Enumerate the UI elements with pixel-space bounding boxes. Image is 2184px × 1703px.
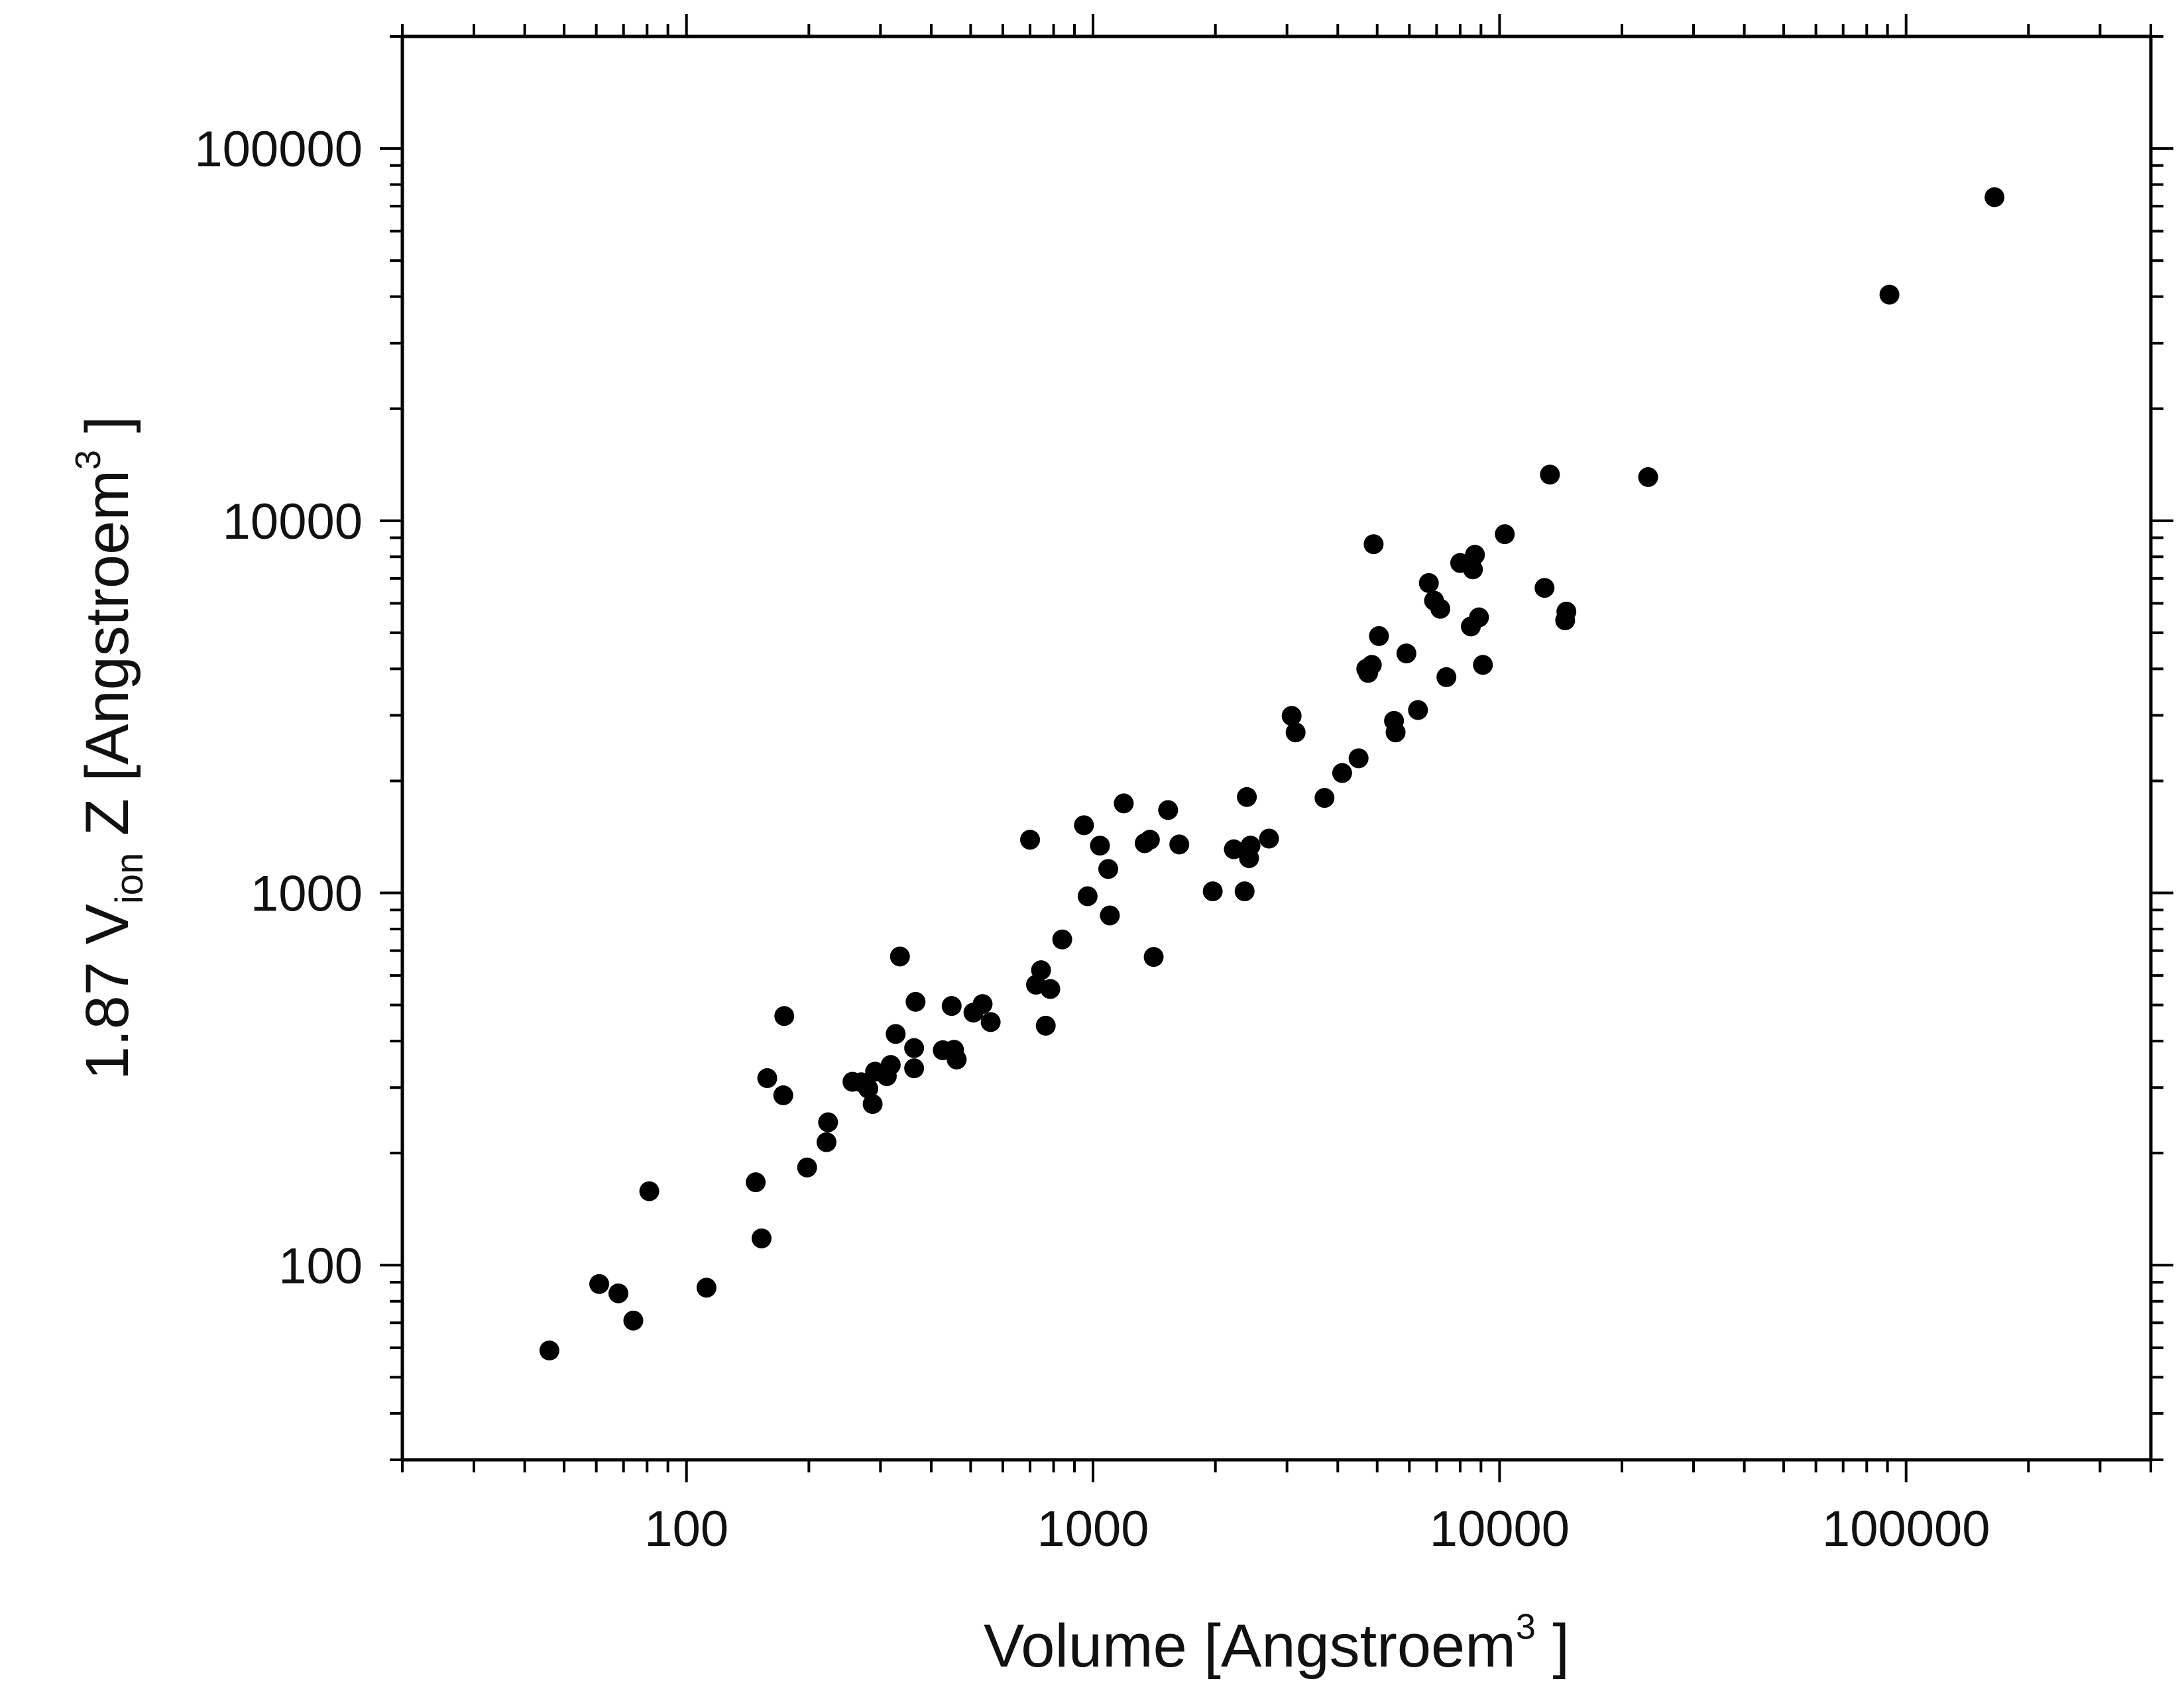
- data-point: [1143, 947, 1164, 967]
- data-point: [1314, 788, 1335, 808]
- data-point: [1074, 815, 1094, 836]
- data-point: [1495, 524, 1515, 545]
- data-point: [589, 1274, 610, 1294]
- data-point: [1385, 722, 1406, 743]
- data-point: [816, 1132, 836, 1152]
- y-tick-label: 100000: [194, 121, 363, 178]
- x-axis-title: Volume [Angstroem3 ]: [984, 1607, 1570, 1680]
- data-point: [1169, 834, 1190, 855]
- data-point: [1430, 598, 1451, 619]
- y-tick-label: 10000: [223, 494, 363, 550]
- data-point: [1224, 839, 1244, 859]
- data-point: [746, 1172, 766, 1193]
- data-point: [1540, 465, 1560, 485]
- data-point: [858, 1078, 878, 1099]
- data-point: [1100, 905, 1120, 926]
- data-point: [757, 1068, 777, 1089]
- x-tick-label: 100: [644, 1501, 728, 1557]
- data-point: [1348, 748, 1369, 769]
- data-point: [1534, 578, 1555, 598]
- y-axis-title: 1.87 Vion Z [Angstroem3 ]: [68, 416, 151, 1080]
- data-point: [1114, 793, 1134, 814]
- data-point: [904, 1038, 925, 1058]
- data-point: [1090, 836, 1110, 856]
- data-point: [1332, 763, 1352, 783]
- data-point: [1556, 601, 1577, 622]
- data-point: [1240, 836, 1261, 856]
- data-point: [539, 1341, 559, 1361]
- data-point: [1035, 1015, 1056, 1036]
- data-point: [774, 1006, 795, 1026]
- data-point: [972, 994, 993, 1015]
- data-point: [862, 1094, 883, 1115]
- data-point: [1259, 828, 1279, 849]
- data-point: [1139, 830, 1160, 850]
- data-point: [1396, 643, 1416, 664]
- x-tick-label: 1000: [1037, 1501, 1149, 1557]
- data-point: [751, 1228, 772, 1248]
- x-tick-label: 100000: [1822, 1501, 1990, 1557]
- data-point: [773, 1085, 793, 1105]
- data-point: [880, 1055, 901, 1075]
- data-point: [1020, 830, 1041, 850]
- data-point: [1469, 607, 1489, 628]
- data-point: [905, 991, 926, 1012]
- data-point: [818, 1112, 838, 1132]
- data-point: [1463, 559, 1483, 580]
- data-point: [941, 996, 962, 1016]
- x-tick-label: 10000: [1430, 1501, 1570, 1557]
- data-point: [904, 1058, 925, 1079]
- data-point: [1984, 187, 2005, 207]
- data-point: [1879, 284, 1900, 305]
- data-point: [1638, 467, 1658, 487]
- data-point: [947, 1049, 967, 1070]
- data-point: [1369, 626, 1389, 646]
- axis-ticks: [380, 14, 2173, 1482]
- data-point: [639, 1181, 660, 1201]
- y-tick-label: 100: [278, 1238, 363, 1294]
- data-point: [1361, 655, 1382, 675]
- data-point: [1237, 787, 1257, 807]
- data-point: [1408, 700, 1428, 720]
- data-point: [1473, 655, 1493, 675]
- data-point: [1052, 929, 1072, 950]
- data-point: [1281, 706, 1302, 726]
- plot-frame: [400, 34, 2153, 1462]
- y-tick-label: 1000: [251, 866, 363, 922]
- data-point: [696, 1278, 717, 1298]
- data-point: [1158, 800, 1178, 820]
- data-point: [980, 1012, 1001, 1032]
- data-point: [1098, 859, 1119, 879]
- data-point: [1436, 667, 1457, 687]
- data-point: [1040, 979, 1061, 999]
- data-point: [1285, 722, 1306, 743]
- data-point: [886, 1024, 906, 1044]
- data-point: [1077, 886, 1098, 906]
- data-point: [1031, 960, 1051, 981]
- data-point: [608, 1283, 628, 1303]
- data-point: [1418, 573, 1439, 593]
- data-point: [1202, 881, 1223, 902]
- data-point: [1465, 545, 1485, 565]
- data-point: [890, 946, 910, 967]
- data-point: [1363, 534, 1384, 555]
- data-point: [623, 1310, 644, 1331]
- data-point: [797, 1157, 817, 1178]
- data-points: [539, 187, 2005, 1361]
- tick-labels: 100 1000 10000 100000 100 1000 10000 100000: [194, 121, 1990, 1557]
- data-point: [1234, 881, 1255, 902]
